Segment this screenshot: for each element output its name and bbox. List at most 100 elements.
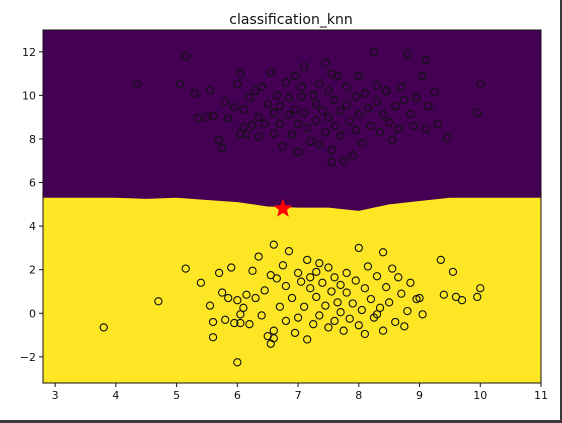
- data-point-upper: [239, 105, 248, 114]
- data-point-lower: [266, 270, 275, 280]
- data-point-upper: [442, 133, 452, 143]
- data-point-lower: [181, 264, 190, 273]
- data-point-lower: [473, 292, 482, 302]
- y-tick-label: 10: [22, 89, 36, 102]
- data-point-lower: [476, 284, 485, 293]
- data-point-lower: [400, 322, 409, 331]
- data-point-lower: [315, 311, 324, 320]
- data-point-lower: [333, 298, 342, 307]
- data-point-upper: [306, 136, 315, 146]
- data-point-upper: [330, 95, 339, 104]
- data-point-lower: [287, 293, 297, 303]
- data-point-upper: [391, 102, 400, 111]
- data-point-lower: [345, 314, 354, 323]
- data-point-upper: [406, 109, 415, 119]
- data-point-upper: [342, 101, 351, 110]
- data-point-upper: [218, 143, 227, 152]
- data-point-upper: [293, 119, 303, 128]
- data-point-upper: [205, 85, 215, 95]
- data-point-upper: [284, 110, 294, 120]
- data-point-lower: [230, 318, 239, 328]
- data-point-lower: [293, 268, 303, 278]
- data-point-lower: [436, 255, 445, 265]
- data-point-upper: [275, 102, 285, 111]
- data-point-lower: [154, 297, 163, 306]
- data-point-lower: [242, 290, 251, 299]
- data-point-upper: [366, 121, 376, 131]
- data-point-upper: [336, 131, 345, 140]
- data-point-lower: [412, 294, 421, 304]
- data-point-upper: [345, 117, 354, 126]
- data-point-lower: [406, 278, 415, 287]
- data-point-upper: [360, 89, 370, 98]
- data-point-upper: [296, 92, 306, 101]
- data-point-upper: [324, 86, 333, 96]
- data-point-upper: [296, 82, 306, 91]
- data-point-lower: [281, 281, 291, 291]
- data-point-lower: [99, 323, 108, 332]
- data-point-upper: [412, 93, 421, 102]
- data-point-lower: [342, 268, 351, 278]
- data-point-upper: [378, 110, 388, 120]
- data-point-upper: [254, 132, 263, 141]
- data-point-upper: [421, 56, 430, 65]
- data-point-upper: [321, 58, 330, 67]
- data-point-upper: [236, 129, 245, 138]
- data-point-lower: [312, 292, 321, 302]
- data-point-upper: [421, 124, 430, 134]
- data-point-lower: [360, 284, 370, 293]
- data-point-upper: [330, 121, 339, 131]
- data-point-lower: [196, 278, 206, 287]
- data-point-upper: [266, 68, 275, 77]
- data-point-upper: [476, 80, 485, 89]
- x-tick-label: 10: [473, 389, 487, 402]
- data-point-lower: [205, 301, 215, 310]
- data-point-lower: [336, 280, 345, 290]
- data-point-upper: [375, 128, 385, 137]
- data-point-lower: [227, 263, 236, 272]
- data-point-upper: [224, 114, 233, 123]
- data-point-lower: [324, 263, 333, 272]
- data-point-upper: [269, 108, 278, 117]
- y-tick-label: 4: [29, 220, 36, 233]
- data-point-upper: [418, 71, 427, 80]
- data-point-lower: [251, 293, 260, 303]
- data-point-lower: [245, 320, 254, 329]
- data-point-lower: [394, 273, 403, 282]
- data-point-upper: [221, 97, 230, 107]
- data-point-upper: [394, 124, 403, 134]
- data-point-upper: [315, 140, 324, 149]
- data-point-upper: [433, 119, 442, 128]
- data-point-upper: [342, 82, 351, 91]
- y-tick-label: 6: [29, 177, 36, 190]
- data-point-lower: [233, 296, 242, 305]
- data-point-lower: [303, 335, 312, 344]
- data-point-lower: [397, 289, 406, 298]
- data-point-lower: [309, 320, 318, 329]
- data-point-upper: [312, 116, 321, 125]
- y-tick-label: −2: [20, 351, 36, 364]
- data-point-lower: [269, 334, 278, 343]
- data-point-upper: [284, 93, 294, 102]
- data-point-lower: [248, 266, 257, 275]
- x-tick-label: 3: [52, 389, 59, 402]
- data-point-upper: [339, 156, 348, 165]
- x-tick-label: 6: [234, 389, 241, 402]
- data-point-upper: [257, 82, 266, 91]
- data-point-lower: [348, 299, 357, 308]
- data-point-upper: [193, 114, 203, 123]
- data-point-upper: [248, 120, 257, 129]
- data-point-upper: [309, 91, 318, 100]
- data-point-lower: [236, 310, 245, 319]
- data-point-upper: [245, 93, 254, 102]
- data-point-upper: [327, 157, 336, 166]
- data-point-lower: [366, 294, 376, 304]
- data-point-upper: [321, 128, 330, 137]
- data-point-lower: [306, 273, 315, 282]
- data-point-upper: [263, 99, 272, 109]
- data-point-lower: [306, 284, 315, 293]
- data-point-upper: [293, 147, 303, 157]
- data-point-lower: [357, 305, 366, 315]
- data-point-lower: [372, 272, 382, 281]
